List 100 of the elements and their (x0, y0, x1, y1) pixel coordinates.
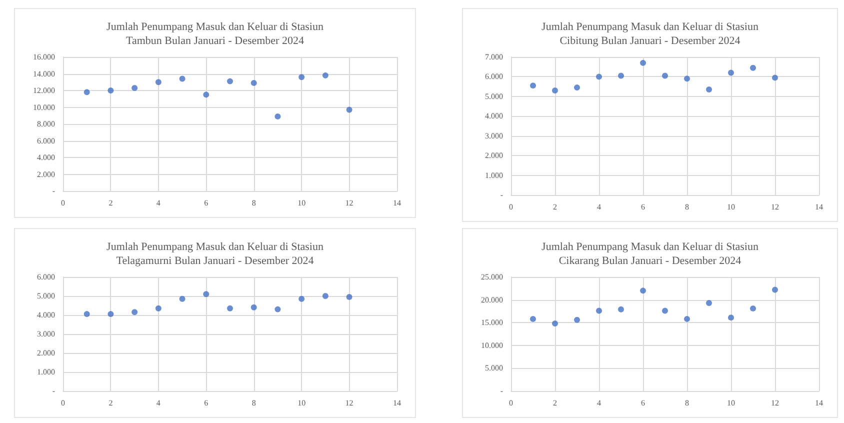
point (750, 305, 756, 312)
y-tick-label: 10.000 (33, 102, 55, 112)
x-tick-label: 0 (61, 198, 65, 208)
y-tick-label: 15.000 (481, 318, 503, 328)
x-tick-label: 6 (204, 398, 208, 408)
point (203, 92, 210, 98)
x-tick-label: 8 (685, 202, 689, 212)
x-tick-label: 6 (641, 398, 645, 408)
y-tick-label: 3.000 (37, 330, 55, 338)
point (640, 60, 646, 66)
chart-title: Jumlah Penumpang Masuk dan Keluar di Stasiun Tambun Bulan Januari - Desember 2024 (106, 21, 324, 47)
y-tick-label: 5.000 (37, 292, 55, 300)
x-tick-label: 14 (815, 398, 823, 408)
y-tick-label: - (52, 186, 56, 196)
point (552, 320, 558, 327)
point (250, 80, 257, 86)
x-tick-label: 10 (298, 198, 306, 208)
point (662, 72, 668, 79)
point (706, 86, 712, 93)
y-tick-label: 1.000 (37, 368, 55, 376)
point (155, 305, 162, 312)
point (250, 304, 257, 310)
x-tick-label: 0 (509, 202, 513, 212)
point (684, 76, 690, 82)
x-tick-label: 2 (553, 398, 557, 408)
x-tick-label: 10 (727, 202, 735, 212)
y-tick-label: 25.000 (481, 272, 503, 282)
x-tick-label: 14 (815, 202, 823, 212)
chart-title: Jumlah Penumpang Masuk dan Keluar di Stasiun Cikarang Bulan Januari - Desember 2024 (542, 241, 759, 267)
point (750, 64, 756, 71)
point (84, 311, 90, 318)
x-tick-label: 0 (509, 398, 513, 408)
point (322, 293, 328, 299)
x-tick-label: 14 (393, 198, 401, 208)
point (574, 84, 580, 91)
point (108, 88, 114, 94)
y-tick-label: 3.000 (485, 131, 503, 140)
y-tick-label: 20.000 (481, 295, 503, 304)
point (618, 72, 624, 79)
y-tick-label: 10.000 (481, 340, 503, 350)
point (772, 74, 778, 81)
y-tick-label: 1.000 (485, 170, 503, 180)
point (346, 106, 352, 113)
y-tick-label: 14.000 (33, 69, 55, 78)
y-tick-label: 4.000 (37, 153, 55, 162)
y-tick-label: 4.000 (37, 310, 55, 320)
x-tick-label: 12 (771, 202, 779, 212)
x-tick-label: 8 (252, 198, 256, 208)
chart-title: Jumlah Penumpang Masuk dan Keluar di Stasiun Cibitung Bulan Januari - Desember 2024 (542, 21, 759, 47)
point (322, 72, 328, 78)
point (596, 308, 602, 314)
point (132, 309, 138, 316)
x-tick-label: 12 (771, 398, 779, 408)
y-tick-label: - (52, 386, 56, 396)
point (274, 113, 281, 120)
x-tick-label: 0 (61, 398, 65, 408)
x-tick-label: 4 (156, 198, 160, 208)
point (179, 296, 186, 302)
x-tick-label: 4 (156, 398, 160, 408)
chart-title: Jumlah Penumpang Masuk dan Keluar di Stasiun Telagamurni Bulan Januari - Desember 2024 (106, 241, 324, 267)
x-tick-label: 8 (252, 398, 256, 408)
x-tick-label: 2 (108, 198, 113, 208)
point (179, 76, 186, 82)
point (640, 288, 646, 294)
point (530, 316, 536, 322)
y-tick-label: 5.000 (485, 364, 503, 373)
y-tick-label: 4.000 (485, 112, 503, 121)
point (274, 306, 281, 312)
y-tick-label: 5.000 (485, 92, 503, 101)
point (227, 305, 233, 312)
point (227, 78, 233, 84)
y-tick-label: 2.000 (37, 170, 55, 179)
point (662, 308, 668, 314)
x-tick-label: 10 (298, 398, 306, 408)
point (618, 306, 624, 312)
y-tick-label: 6.000 (37, 136, 55, 146)
point (706, 300, 712, 306)
point (596, 74, 602, 80)
point (552, 88, 558, 94)
point (84, 89, 90, 96)
y-tick-label: 7.000 (485, 52, 503, 62)
x-tick-label: 6 (641, 202, 645, 212)
x-tick-label: 4 (597, 202, 601, 212)
x-tick-label: 12 (345, 398, 354, 408)
point (203, 291, 210, 298)
point (108, 311, 114, 318)
x-tick-label: 4 (597, 398, 601, 408)
x-tick-label: 10 (727, 398, 735, 408)
point (684, 316, 690, 322)
point (346, 294, 352, 300)
y-tick-label: 12.000 (33, 86, 55, 95)
y-tick-label: - (500, 190, 504, 200)
point (298, 296, 305, 302)
point (728, 70, 734, 76)
point (132, 84, 138, 91)
y-tick-label: 16.000 (33, 52, 55, 62)
y-tick-label: 6.000 (37, 272, 55, 282)
point (298, 74, 305, 80)
x-tick-label: 2 (108, 398, 113, 408)
x-tick-label: 6 (204, 198, 208, 208)
